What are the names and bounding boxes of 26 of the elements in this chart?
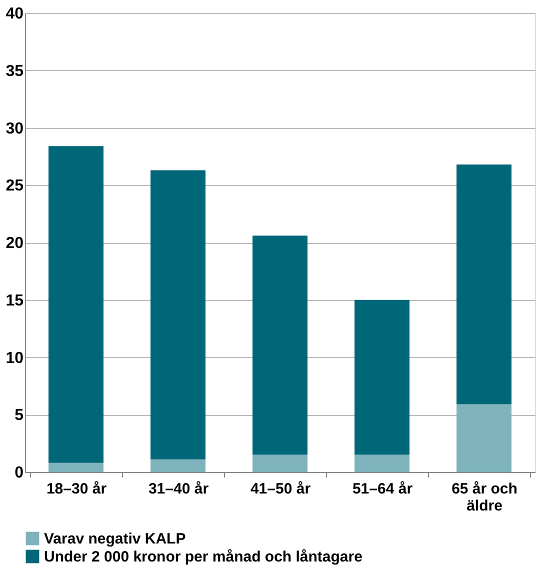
x-tick-label: 41–50 år <box>250 480 311 498</box>
bar <box>354 454 410 472</box>
bar <box>150 170 206 460</box>
y-tick-label: 15 <box>6 292 24 310</box>
bar <box>150 459 206 472</box>
y-tick-label: 35 <box>6 62 24 80</box>
bar <box>48 462 104 472</box>
legend-label: Under 2 000 kronor per månad och låntagare <box>44 548 362 566</box>
legend-label: Varav negativ KALP <box>44 530 186 548</box>
y-tick-label: 5 <box>14 407 24 424</box>
bar <box>456 164 512 404</box>
bar <box>252 236 308 455</box>
x-tick-label: 31–40 år <box>148 480 209 498</box>
bar <box>354 300 410 455</box>
bar <box>456 404 512 472</box>
x-tick-label: 18–30 år <box>46 480 107 498</box>
x-tick-label: 51–64 år <box>352 480 413 498</box>
y-tick-label: 10 <box>6 350 24 367</box>
bar <box>252 454 308 472</box>
y-tick-label: 20 <box>6 235 24 252</box>
y-tick-label: 0 <box>14 464 24 482</box>
y-tick-label: 40 <box>6 6 24 22</box>
y-tick-label: 30 <box>6 120 24 138</box>
x-tick-label: 65 år och äldre <box>452 480 518 514</box>
bar <box>48 146 104 463</box>
y-tick-label: 25 <box>6 178 24 195</box>
